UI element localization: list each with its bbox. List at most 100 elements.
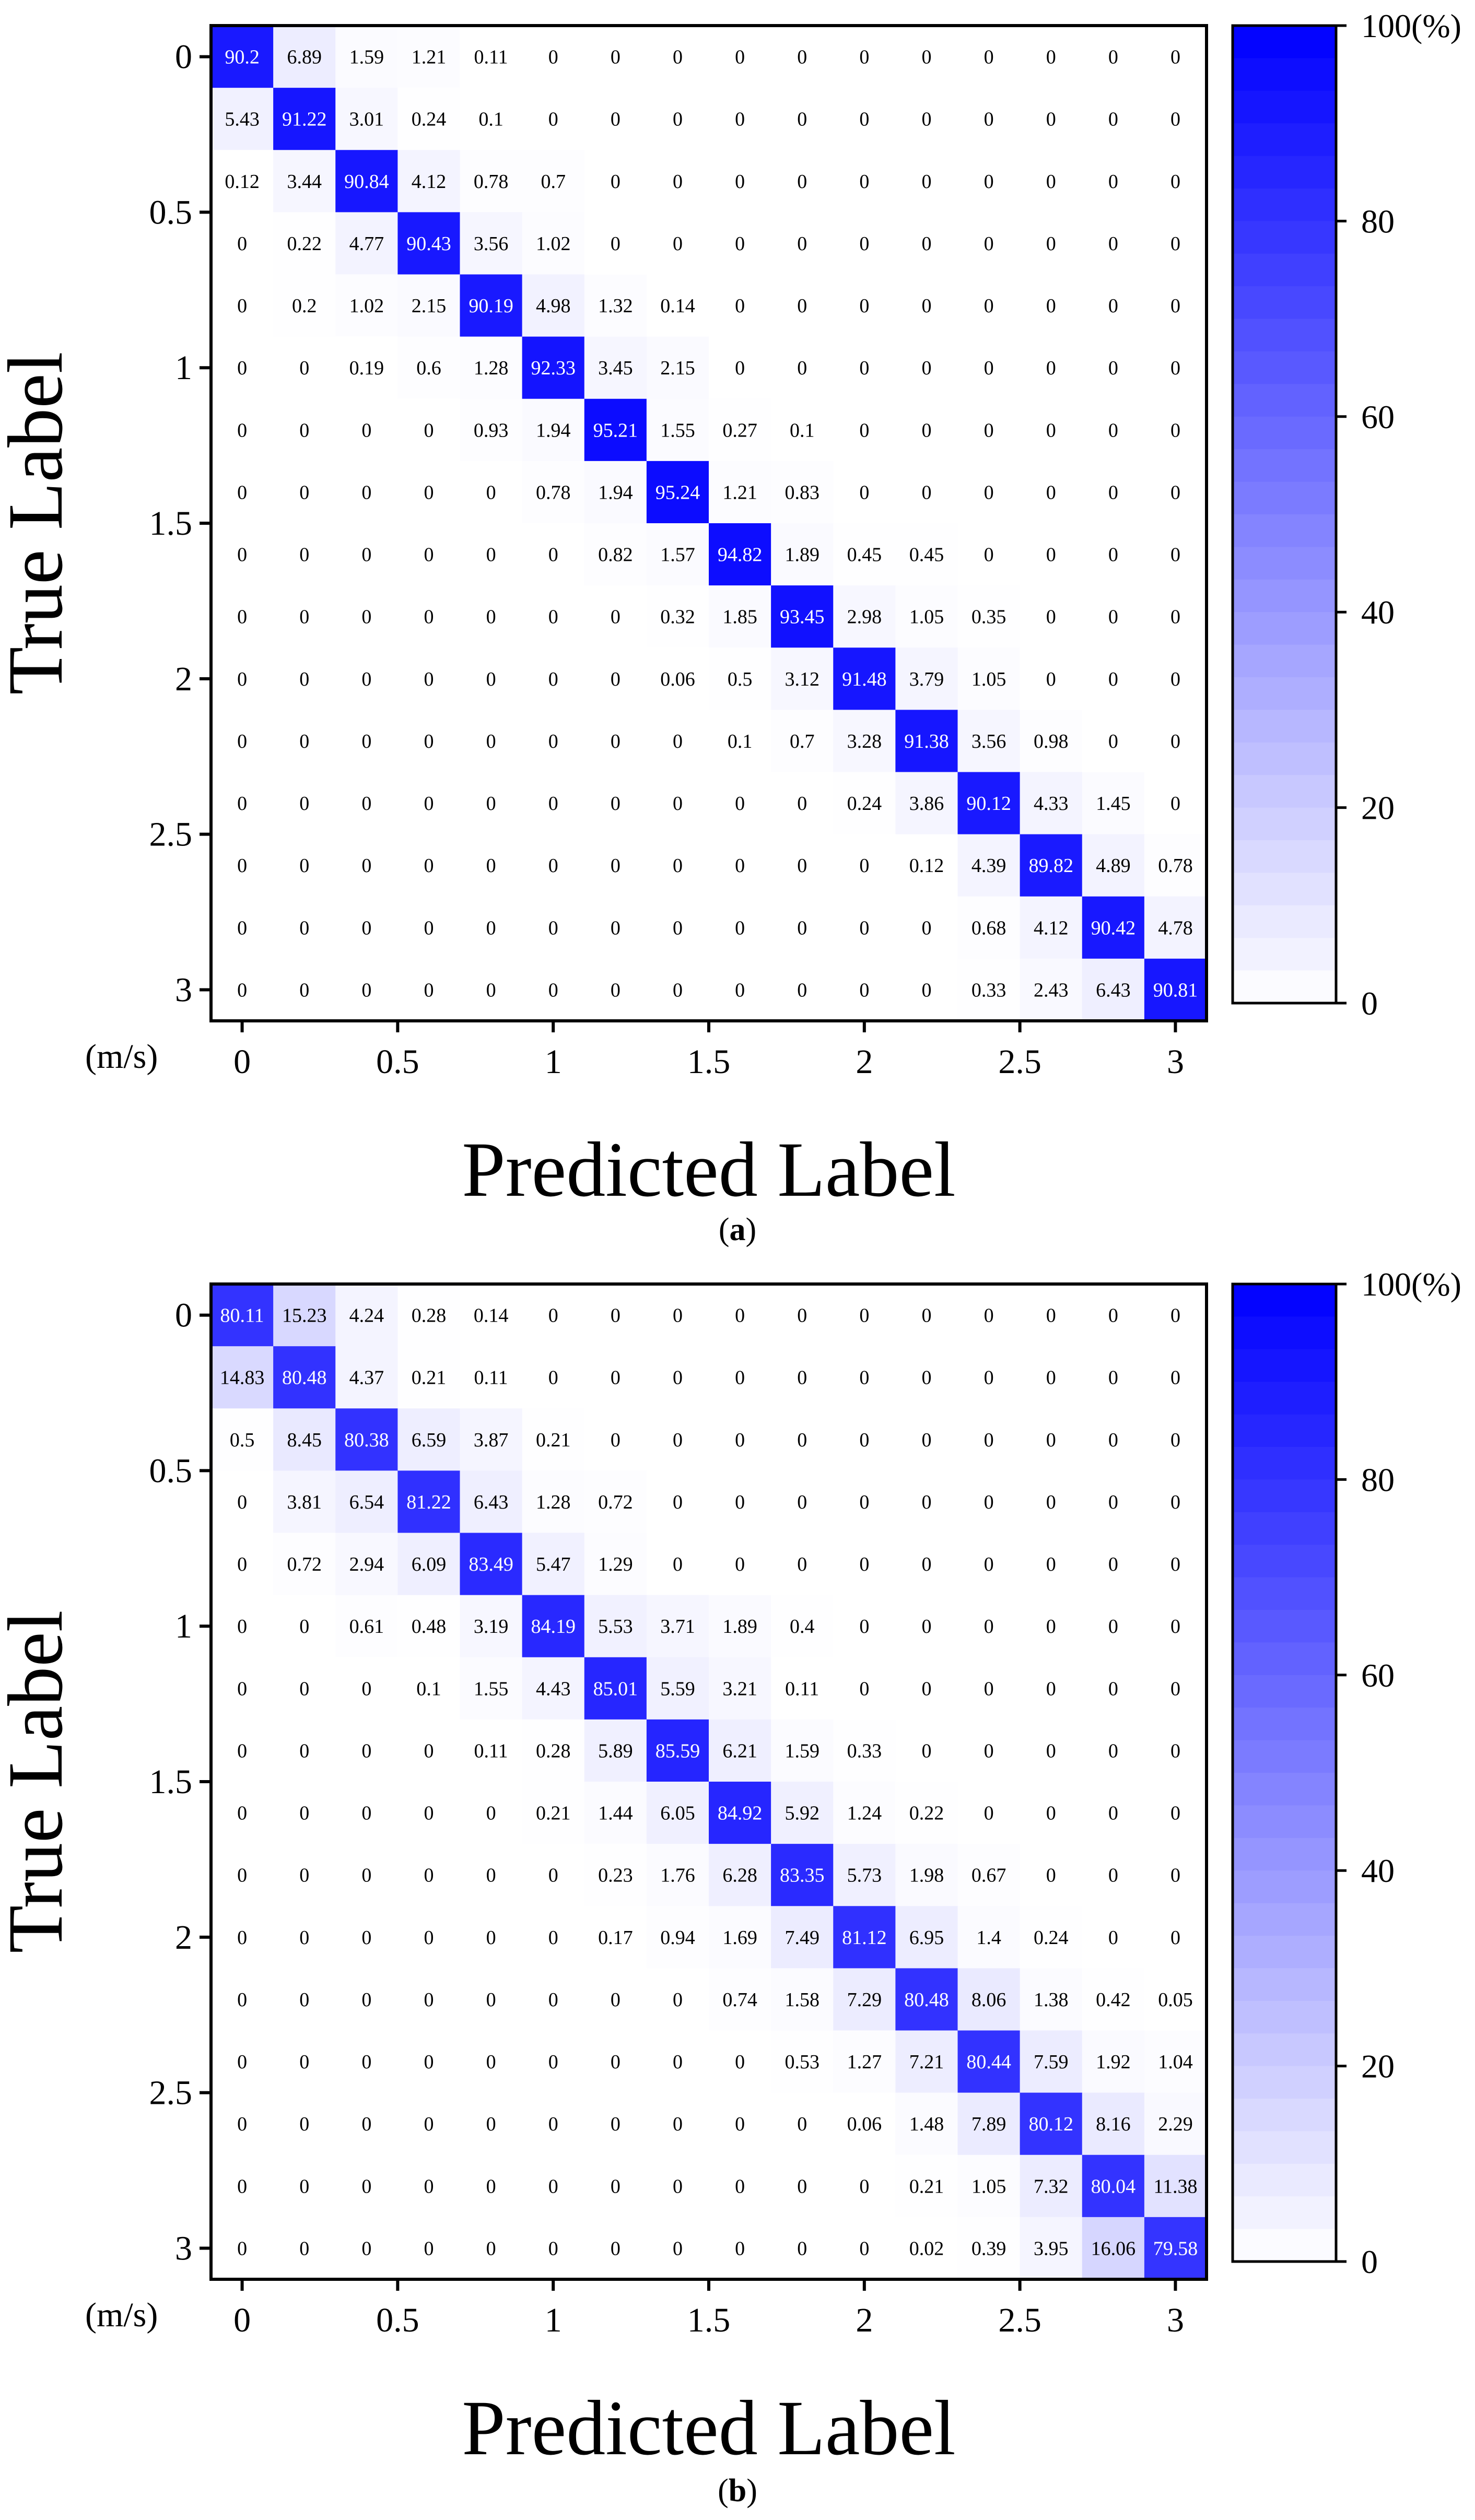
cell-value-label: 1.69 — [722, 1927, 757, 1949]
matrix-cell — [709, 1968, 771, 2031]
cell-value-label: 0 — [1170, 419, 1180, 441]
matrix-cell — [957, 2092, 1021, 2156]
matrix-cell — [1144, 647, 1207, 710]
matrix-cell — [771, 2154, 834, 2218]
cell-value-label: 4.33 — [1034, 793, 1069, 815]
colorbar-tick-label: 60 — [1361, 398, 1395, 435]
cell-value-label: 0 — [548, 2238, 558, 2259]
matrix-cell — [397, 1906, 460, 1969]
matrix-cell — [1020, 834, 1083, 897]
y-tick-label: 2 — [175, 660, 192, 698]
colorbar-segment — [1233, 1447, 1336, 1480]
cell-value-label: 0 — [735, 979, 745, 1001]
cell-value-label: 0 — [921, 917, 931, 939]
cell-value-label: 0 — [299, 1616, 309, 1638]
matrix-cell — [646, 150, 709, 213]
matrix-cell — [646, 1533, 709, 1596]
matrix-cell — [1082, 398, 1145, 462]
matrix-cell — [1082, 1719, 1145, 1782]
matrix-cell — [771, 461, 834, 524]
matrix-cell — [646, 1595, 709, 1658]
cell-value-label: 0.32 — [660, 606, 695, 628]
matrix-cell — [522, 710, 585, 772]
cell-value-label: 0 — [1108, 1429, 1118, 1451]
cell-value-label: 0.06 — [847, 2113, 882, 2135]
cell-value-label: 0 — [984, 109, 994, 131]
matrix-cell — [1144, 1968, 1207, 2031]
matrix-cell — [584, 1595, 647, 1658]
matrix-cell — [646, 2154, 709, 2218]
matrix-cell — [522, 834, 585, 897]
y-tick-label: 0.5 — [149, 1452, 193, 1490]
matrix-cell — [709, 1533, 771, 1596]
matrix-cell — [1082, 2092, 1145, 2156]
cell-value-label: 89.82 — [1028, 855, 1073, 877]
matrix-cell — [460, 2092, 523, 2156]
cell-value-label: 0 — [361, 979, 371, 1001]
cell-value-label: 0 — [1170, 233, 1180, 255]
matrix-cell — [709, 1906, 771, 1969]
matrix-cell — [957, 2217, 1021, 2280]
y-tick-label: 2.5 — [149, 816, 193, 854]
matrix-cell — [771, 1346, 834, 1409]
matrix-cell — [460, 88, 523, 150]
cell-value-label: 0 — [921, 233, 931, 255]
cell-value-label: 0.11 — [785, 1678, 819, 1700]
matrix-cell — [273, 896, 336, 959]
matrix-cell — [833, 2154, 896, 2218]
cell-value-label: 0 — [673, 731, 683, 752]
matrix-cell — [584, 834, 647, 897]
cell-value-label: 80.38 — [344, 1429, 389, 1451]
cell-value-label: 0.98 — [1034, 731, 1069, 752]
matrix-cell — [211, 710, 274, 772]
cell-value-label: 0.7 — [790, 731, 815, 752]
matrix-cell — [771, 212, 834, 275]
colorbar-max-label: 100(%) — [1361, 1266, 1461, 1303]
matrix-cell — [273, 1346, 336, 1409]
x-tick-label: 1.5 — [687, 1043, 731, 1081]
cell-value-label: 0 — [548, 46, 558, 68]
cell-value-label: 91.48 — [842, 668, 887, 690]
cell-value-label: 0 — [299, 357, 309, 379]
matrix-cell — [646, 1719, 709, 1782]
colorbar-segment — [1233, 1349, 1336, 1382]
matrix-cell — [460, 150, 523, 213]
cell-value-label: 0 — [1046, 295, 1056, 317]
cell-value-label: 0 — [859, 917, 869, 939]
cell-value-label: 0 — [361, 793, 371, 815]
cell-value-label: 0 — [486, 793, 496, 815]
cell-value-label: 0 — [735, 1367, 745, 1389]
matrix-cell — [1082, 1284, 1145, 1347]
matrix-cell — [1082, 585, 1145, 648]
matrix-cell — [1144, 336, 1207, 399]
matrix-cell — [957, 647, 1021, 710]
cell-value-label: 0 — [237, 606, 247, 628]
matrix-cell — [584, 88, 647, 150]
matrix-cell — [1020, 398, 1083, 462]
colorbar-segment — [1233, 1936, 1336, 1969]
cell-value-label: 0 — [673, 855, 683, 877]
x-tick-label: 3 — [1167, 2301, 1184, 2339]
cell-value-label: 3.01 — [349, 109, 384, 131]
cell-value-label: 0.74 — [722, 1989, 757, 2011]
cell-value-label: 0 — [424, 668, 434, 690]
matrix-cell — [211, 1906, 274, 1969]
matrix-cell — [1082, 26, 1145, 88]
matrix-cell — [335, 1719, 398, 1782]
cell-value-label: 4.39 — [971, 855, 1006, 877]
matrix-cell — [709, 88, 771, 150]
cell-value-label: 0 — [1108, 1616, 1118, 1638]
cell-value-label: 0 — [1108, 1305, 1118, 1327]
colorbar-tick-label: 0 — [1361, 985, 1378, 1022]
cell-value-label: 0 — [548, 1927, 558, 1949]
matrix-cell — [522, 1470, 585, 1533]
colorbar-tick-label: 40 — [1361, 1852, 1395, 1889]
cell-value-label: 0.4 — [790, 1616, 815, 1638]
matrix-cell — [460, 1408, 523, 1471]
cell-value-label: 0.67 — [971, 1865, 1006, 1887]
cell-value-label: 0 — [548, 1367, 558, 1389]
cell-value-label: 0.23 — [598, 1865, 633, 1887]
matrix-cell — [646, 2030, 709, 2093]
cell-value-label: 0 — [921, 1429, 931, 1451]
matrix-cell — [584, 398, 647, 462]
